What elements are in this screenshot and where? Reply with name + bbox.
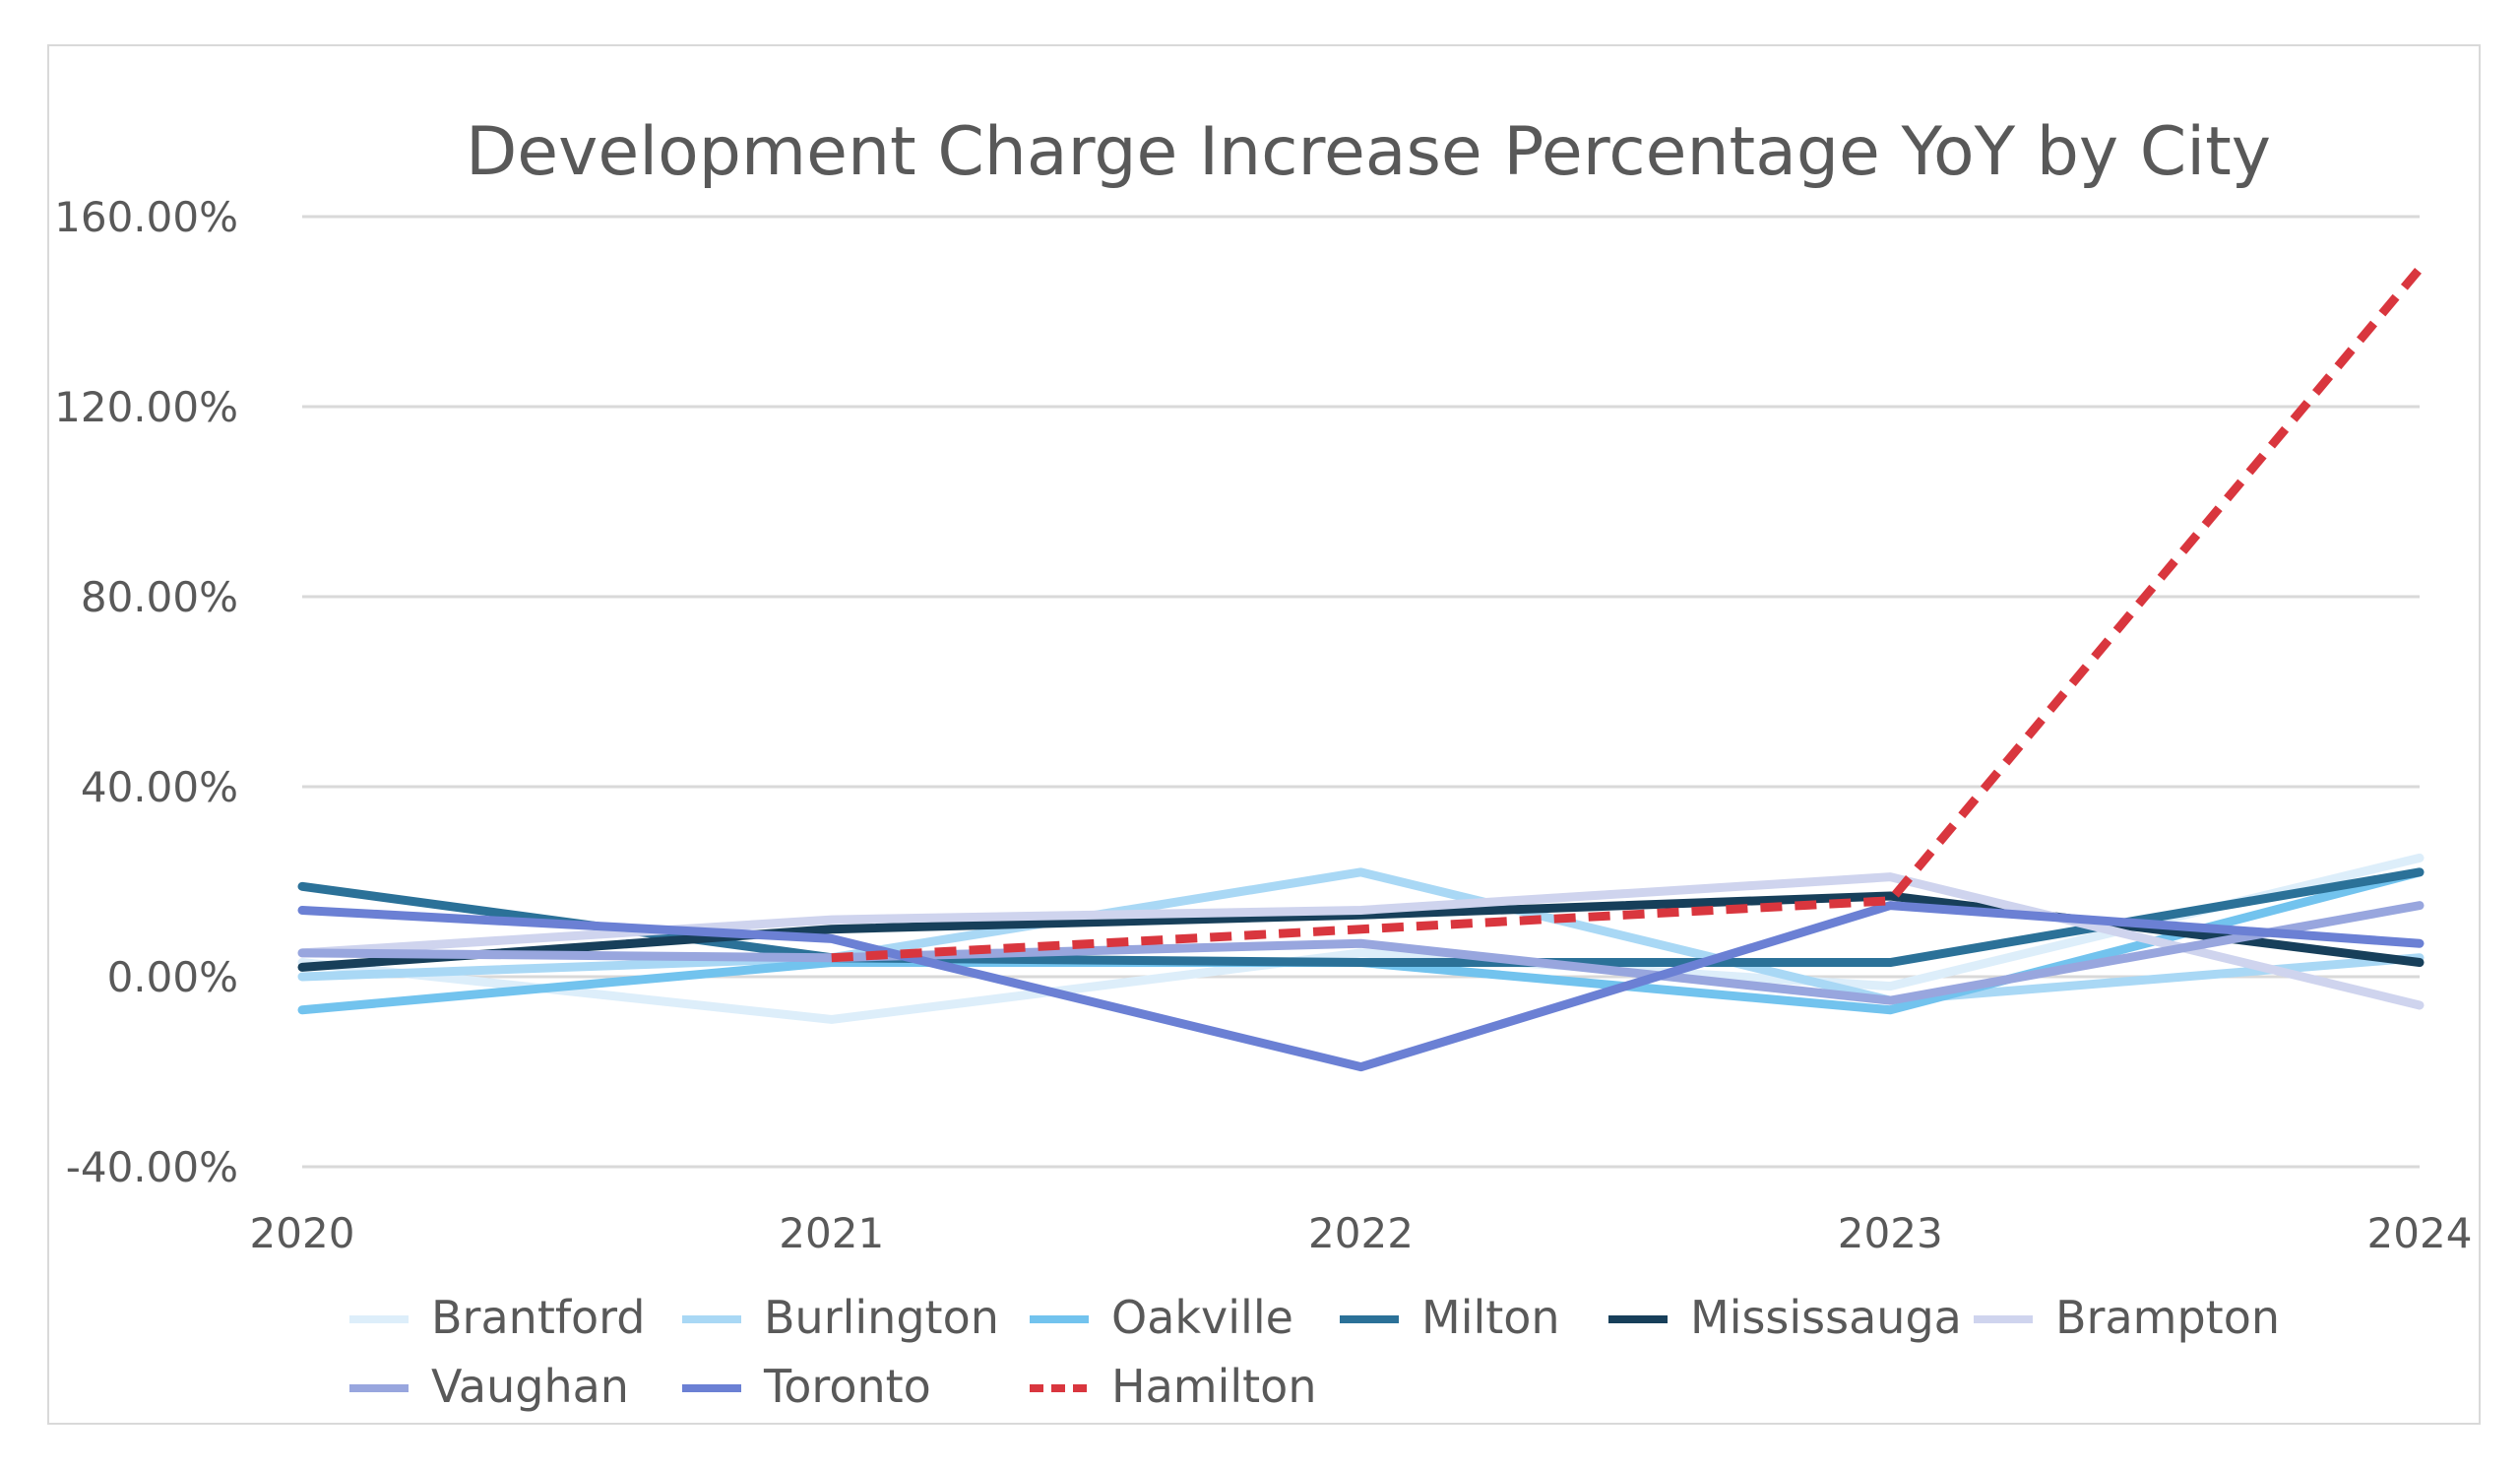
- legend-label: Vaughan: [431, 1360, 629, 1413]
- y-tick-label: 40.00%: [81, 763, 238, 811]
- x-tick-label: 2023: [1838, 1209, 1943, 1257]
- legend-label: Brantford: [431, 1291, 646, 1344]
- x-tick-label: 2022: [1308, 1209, 1414, 1257]
- legend-item-burlington: Burlington: [682, 1291, 999, 1344]
- legend-label: Brampton: [2055, 1291, 2280, 1344]
- y-tick-label: 160.00%: [54, 193, 238, 241]
- legend-item-milton: Milton: [1340, 1291, 1560, 1344]
- y-tick-label: 0.00%: [107, 953, 238, 1001]
- x-axis-tick-labels: 2020 2021 2022 2023 2024: [250, 1209, 2473, 1257]
- series-line-toronto: [297, 901, 2425, 1072]
- y-axis-tick-labels: 160.00% 120.00% 80.00% 40.00% 0.00% -40.00%: [54, 193, 238, 1191]
- series-line-burlington: [297, 867, 2425, 1005]
- gridlines: [302, 215, 2420, 1169]
- legend-item-hamilton: Hamilton: [1030, 1360, 1316, 1413]
- legend-label: Hamilton: [1111, 1360, 1316, 1413]
- series-lines: [297, 266, 2425, 1072]
- x-tick-label: 2021: [779, 1209, 884, 1257]
- x-tick-label: 2024: [2367, 1209, 2473, 1257]
- legend-item-brantford: Brantford: [349, 1291, 646, 1344]
- y-tick-label: 120.00%: [54, 383, 238, 431]
- legend-label: Mississauga: [1690, 1291, 1962, 1344]
- legend-item-toronto: Toronto: [682, 1360, 931, 1413]
- legend-item-brampton: Brampton: [1974, 1291, 2280, 1344]
- legend-label: Toronto: [763, 1360, 931, 1413]
- line-chart: Development Charge Increase Percentage Y…: [54, 113, 2473, 1413]
- series-line-hamilton: [831, 266, 2424, 963]
- series-line-brantford: [297, 853, 2425, 1024]
- series-line-vaughan: [297, 901, 2425, 1005]
- y-tick-label: -40.00%: [66, 1143, 238, 1191]
- chart-title: Development Charge Increase Percentage Y…: [466, 113, 2271, 191]
- legend-label: Milton: [1421, 1291, 1560, 1344]
- legend-item-oakville: Oakville: [1030, 1291, 1293, 1344]
- legend-label: Oakville: [1111, 1291, 1293, 1344]
- legend: Brantford Burlington Oakville Milton Mississ…: [349, 1291, 2280, 1413]
- chart-container: Development Charge Increase Percentage Y…: [47, 44, 2481, 1425]
- x-tick-label: 2020: [250, 1209, 355, 1257]
- y-tick-label: 80.00%: [81, 573, 238, 621]
- legend-label: Burlington: [764, 1291, 999, 1344]
- legend-item-vaughan: Vaughan: [349, 1360, 629, 1413]
- legend-item-mississauga: Mississauga: [1608, 1291, 1962, 1344]
